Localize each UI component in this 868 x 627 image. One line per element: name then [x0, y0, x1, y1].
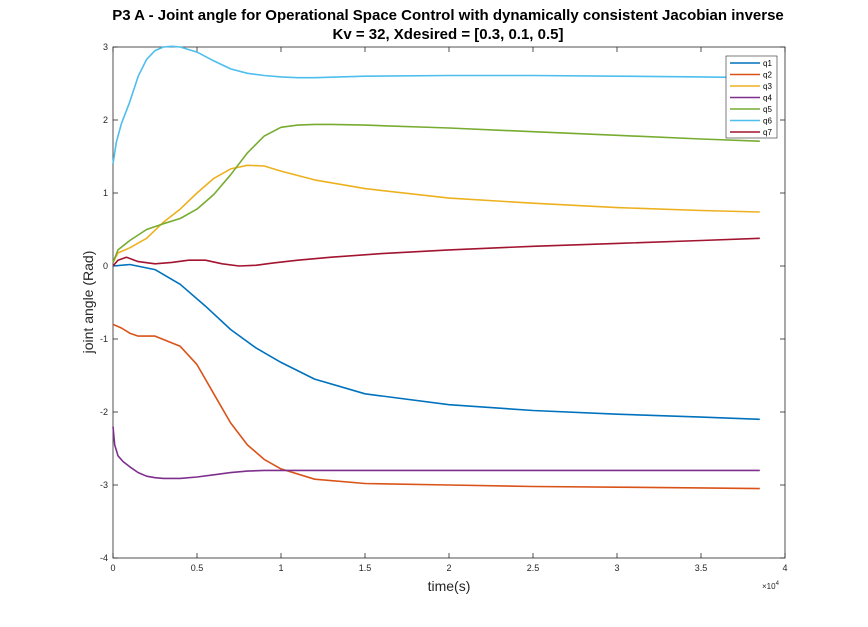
y-tick-label: 0	[103, 261, 108, 271]
legend-label-q4: q4	[763, 94, 772, 103]
chart-subtitle: Kv = 32, Xdesired = [0.3, 0.1, 0.5]	[333, 26, 564, 43]
legend-label-q6: q6	[763, 117, 772, 126]
legend-label-q7: q7	[763, 128, 772, 137]
legend-label-q5: q5	[763, 105, 772, 114]
x-tick-label: 1	[278, 563, 283, 573]
series-line-q6	[112, 45, 760, 164]
plot-area	[112, 46, 786, 559]
y-axis-label: joint angle (Rad)	[80, 251, 96, 355]
x-tick-label: 4	[782, 563, 787, 573]
series-lines	[112, 45, 760, 490]
legend-label-q3: q3	[763, 82, 772, 91]
x-tick-label: 2.5	[527, 563, 540, 573]
x-axis-multiplier-exponent: 4	[776, 581, 780, 587]
x-tick-label: 2	[446, 563, 451, 573]
series-line-q1	[112, 263, 760, 421]
series-line-q4	[112, 426, 760, 480]
series-line-q7	[112, 237, 760, 267]
series-line-q2	[112, 323, 760, 490]
legend-label-q2: q2	[763, 71, 772, 80]
x-axis-label: time(s)	[428, 578, 471, 594]
x-tick-label: 0.5	[191, 563, 204, 573]
x-tick-label: 1.5	[359, 563, 372, 573]
x-axis: 0 0.5 1 1.5 2 2.5 3 3.5 4	[110, 47, 788, 573]
x-tick-label: 3	[614, 563, 619, 573]
y-tick-label: 3	[103, 42, 108, 52]
x-axis-multiplier-base: ×10	[762, 582, 776, 591]
y-tick-label: 1	[103, 188, 108, 198]
y-tick-label: -4	[100, 553, 108, 563]
chart-title: P3 A - Joint angle for Operational Space…	[112, 7, 784, 24]
legend: q1 q2 q3 q4 q5 q6 q7	[725, 55, 778, 139]
legend-label-q1: q1	[763, 59, 772, 68]
x-tick-label: 3.5	[695, 563, 708, 573]
y-tick-label: -1	[100, 334, 108, 344]
series-line-q3	[112, 164, 760, 263]
y-tick-label: -2	[100, 407, 108, 417]
y-tick-label: -3	[100, 480, 108, 490]
series-line-q5	[112, 123, 760, 263]
y-tick-label: 2	[103, 115, 108, 125]
x-tick-label: 0	[110, 563, 115, 573]
x-axis-multiplier: ×104	[762, 581, 780, 591]
y-axis: -4 -3 -2 -1 0 1 2 3	[100, 42, 785, 563]
